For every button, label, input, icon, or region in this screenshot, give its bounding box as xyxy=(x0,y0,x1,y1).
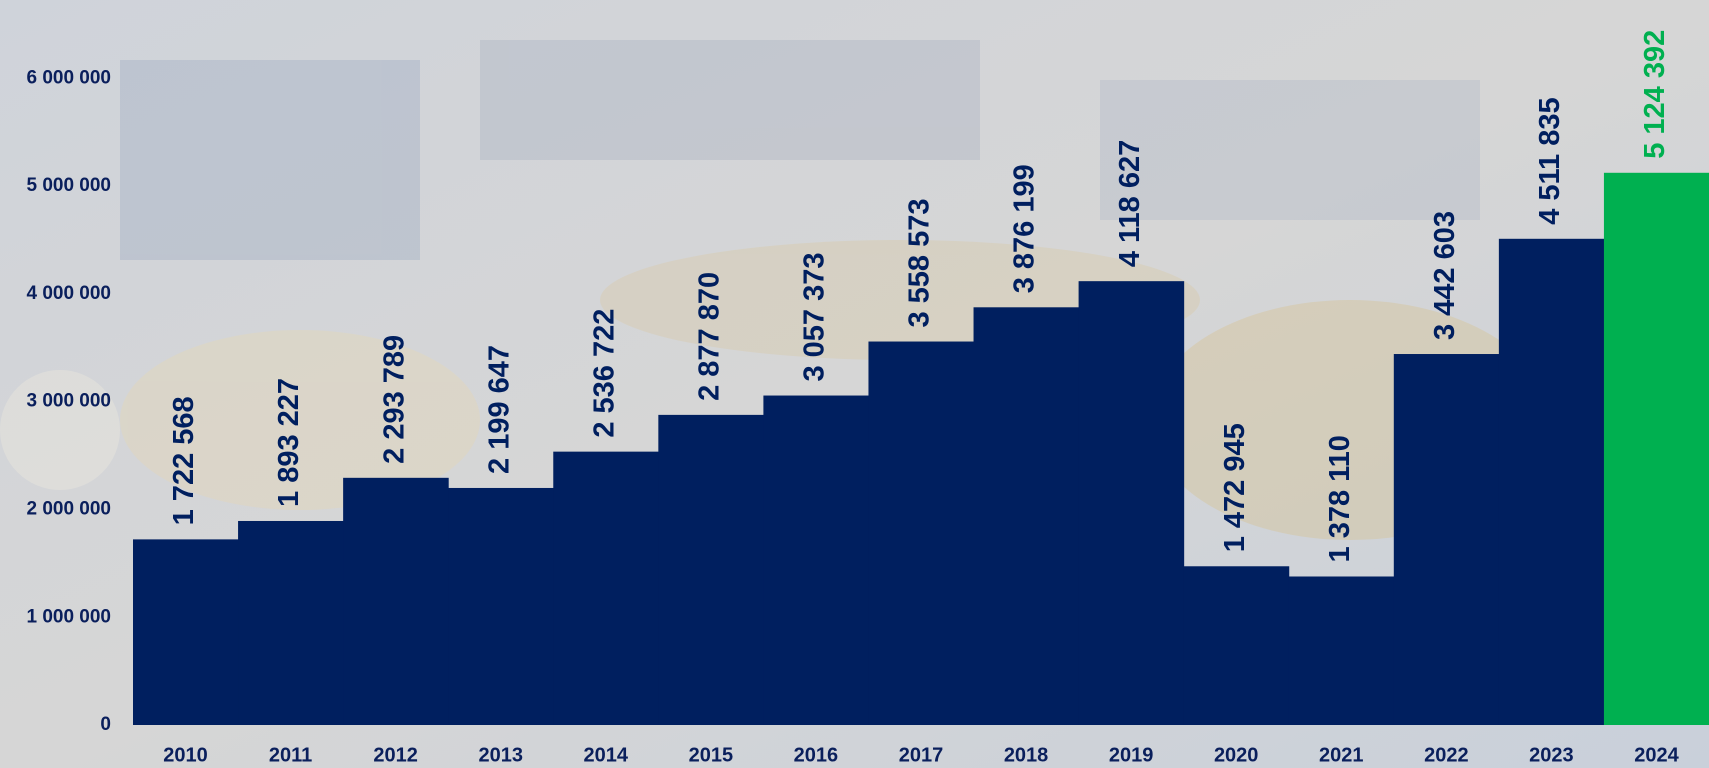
value-label: 2 199 647 xyxy=(483,345,515,474)
value-label: 1 378 110 xyxy=(1324,435,1356,562)
x-tick-label: 2017 xyxy=(899,744,944,766)
x-tick-label: 2018 xyxy=(1004,744,1049,766)
value-label: 1 472 945 xyxy=(1219,423,1251,552)
y-tick-label: 0 xyxy=(100,714,111,735)
value-label: 3 057 373 xyxy=(799,253,831,382)
bar xyxy=(973,307,1080,725)
bar xyxy=(343,477,449,725)
bar xyxy=(1603,172,1709,725)
value-label: 2 536 722 xyxy=(588,309,620,438)
bar xyxy=(1288,576,1395,725)
y-tick-label: 6 000 000 xyxy=(26,67,111,88)
value-label: 3 876 199 xyxy=(1009,164,1041,293)
x-tick-label: 2014 xyxy=(584,744,629,766)
x-tick-label: 2015 xyxy=(689,744,734,766)
value-label: 4 511 835 xyxy=(1534,97,1566,224)
value-label: 4 118 627 xyxy=(1114,140,1146,267)
y-tick-label: 2 000 000 xyxy=(26,498,111,519)
x-tick-label: 2020 xyxy=(1214,744,1259,766)
value-label: 1 893 227 xyxy=(273,378,305,507)
value-label: 2 293 789 xyxy=(378,335,410,464)
x-tick-label: 2012 xyxy=(373,744,418,766)
x-tick-label: 2019 xyxy=(1109,744,1154,766)
value-label: 1 722 568 xyxy=(168,396,200,525)
bar xyxy=(1393,354,1500,725)
y-tick-label: 5 000 000 xyxy=(26,175,111,196)
bar xyxy=(553,451,659,725)
bar xyxy=(133,539,239,725)
bar xyxy=(1498,238,1605,726)
x-tick-label: 2010 xyxy=(163,744,208,766)
y-tick-label: 1 000 000 xyxy=(26,606,111,627)
value-label: 3 442 603 xyxy=(1429,211,1461,340)
y-tick-label: 4 000 000 xyxy=(26,283,111,304)
value-label: 3 558 573 xyxy=(904,199,936,328)
bar xyxy=(868,341,975,725)
bar xyxy=(658,414,764,725)
bar xyxy=(763,395,869,725)
x-tick-label: 2013 xyxy=(478,744,523,766)
bar xyxy=(1183,566,1290,725)
x-tick-label: 2023 xyxy=(1529,744,1574,766)
x-tick-label: 2011 xyxy=(269,744,312,766)
x-tick-label: 2021 xyxy=(1319,744,1364,766)
x-tick-label: 2024 xyxy=(1634,744,1679,766)
bar xyxy=(1078,281,1185,725)
bar xyxy=(448,487,554,725)
y-tick-label: 3 000 000 xyxy=(26,391,111,412)
x-tick-label: 2016 xyxy=(794,744,839,766)
x-tick-label: 2022 xyxy=(1424,744,1469,766)
value-label: 2 877 870 xyxy=(694,272,726,401)
value-label: 5 124 392 xyxy=(1639,30,1671,159)
bar xyxy=(238,520,344,725)
